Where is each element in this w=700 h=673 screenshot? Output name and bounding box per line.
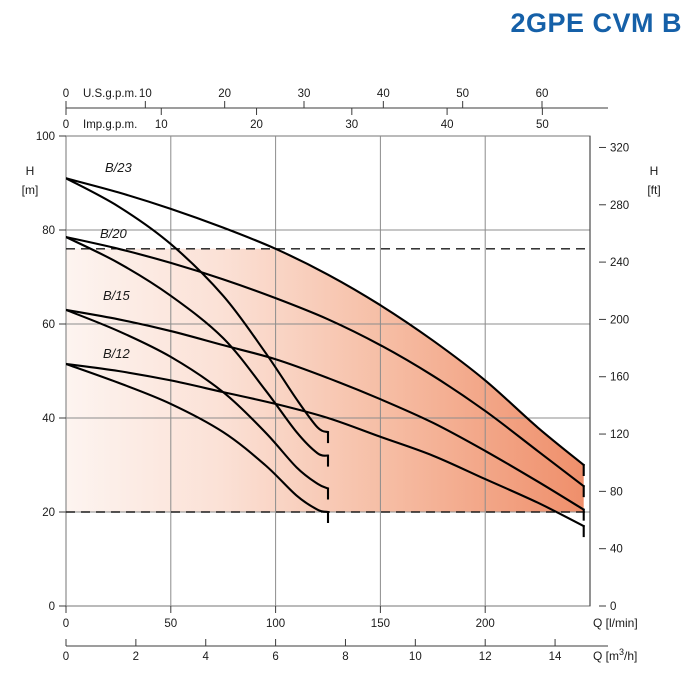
- bottom-tick-m3h-14: 14: [549, 651, 562, 663]
- left-tick-60: 60: [42, 319, 55, 331]
- top-tick-impgpm-50: 50: [536, 119, 549, 131]
- left-axis-unit: [m]: [22, 183, 39, 197]
- curve-label-b-23: B/23: [105, 160, 133, 175]
- curve-labels: B/23 B/20 B/15 B/12: [100, 160, 133, 361]
- left-tick-20: 20: [42, 507, 55, 519]
- right-tick-240: 240: [610, 257, 629, 269]
- bottom-tick-lmin-100: 100: [266, 618, 285, 630]
- right-tick-40: 40: [610, 544, 623, 556]
- top-tick-impgpm-10: 10: [155, 119, 168, 131]
- top-tick-impgpm-20: 20: [250, 119, 263, 131]
- top-axis-label-impgpm: Imp.g.p.m.: [83, 119, 137, 131]
- top-tick-impgpm-40: 40: [441, 119, 454, 131]
- left-tick-80: 80: [42, 225, 55, 237]
- bottom-tick-m3h-8: 8: [342, 651, 348, 663]
- curve-b-15-steep: [66, 308, 330, 490]
- left-axis-label: H: [26, 164, 35, 178]
- curve-b-15: [66, 308, 585, 511]
- operating-envelope-shading: [66, 246, 584, 512]
- top-tick-usgpm-20: 20: [218, 88, 231, 100]
- right-tick-120: 120: [610, 429, 629, 441]
- curve-b-20-steep: [66, 236, 330, 457]
- curve-b-23-steep: [66, 177, 330, 434]
- top-tick-usgpm-10: 10: [139, 88, 152, 100]
- right-axis-label: H: [650, 164, 659, 178]
- curve-label-b-15: B/15: [103, 288, 131, 303]
- top-tick-usgpm-50: 50: [456, 88, 469, 100]
- bottom-tick-m3h-10: 10: [409, 651, 422, 663]
- curve-b-12-steep: [66, 362, 330, 514]
- right-axis-unit: [ft]: [647, 183, 660, 197]
- curve-b-20: [66, 236, 585, 488]
- top-tick-impgpm-0: 0: [63, 119, 69, 131]
- bottom-tick-m3h-2: 2: [133, 651, 139, 663]
- left-tick-40: 40: [42, 413, 55, 425]
- right-tick-80: 80: [610, 486, 623, 498]
- curve-label-b-20: B/20: [100, 226, 128, 241]
- right-tick-320: 320: [610, 142, 629, 154]
- curve-label-b-12: B/12: [103, 346, 131, 361]
- top-tick-impgpm-30: 30: [345, 119, 358, 131]
- bottom-tick-lmin-200: 200: [476, 618, 495, 630]
- curve-b-23: [66, 177, 585, 467]
- bottom-tick-m3h-6: 6: [272, 651, 278, 663]
- top-tick-usgpm-0: 0: [63, 88, 69, 100]
- bottom-tick-m3h-12: 12: [479, 651, 492, 663]
- right-tick-160: 160: [610, 372, 629, 384]
- top-tick-usgpm-30: 30: [298, 88, 311, 100]
- bottom-tick-m3h-0: 0: [63, 651, 69, 663]
- bottom-tick-m3h-4: 4: [203, 651, 210, 663]
- performance-curves: [66, 177, 585, 538]
- bottom-tick-lmin-50: 50: [164, 618, 177, 630]
- right-tick-0: 0: [610, 601, 616, 613]
- bottom-tick-lmin-150: 150: [371, 618, 390, 630]
- right-tick-200: 200: [610, 314, 629, 326]
- axis-labels: 0 10 20 30 40 50 60U.S.g.p.m.0 10 20 30 40 50Imp.g.…: [22, 88, 661, 663]
- curve-b-12: [66, 362, 585, 528]
- right-tick-280: 280: [610, 200, 629, 212]
- top-tick-usgpm-40: 40: [377, 88, 390, 100]
- bottom-axis-label-lmin: Q [l/min]: [593, 616, 638, 630]
- left-tick-0: 0: [49, 601, 55, 613]
- top-tick-usgpm-60: 60: [536, 88, 549, 100]
- bottom-tick-lmin-0: 0: [63, 618, 69, 630]
- page-title: 2GPE CVM B: [510, 8, 682, 38]
- axes: [59, 101, 608, 647]
- top-axis-label-usgpm: U.S.g.p.m.: [83, 88, 137, 100]
- left-tick-100: 100: [36, 131, 55, 143]
- bottom-axis-label-m3h: Q [m3/h]: [593, 647, 637, 663]
